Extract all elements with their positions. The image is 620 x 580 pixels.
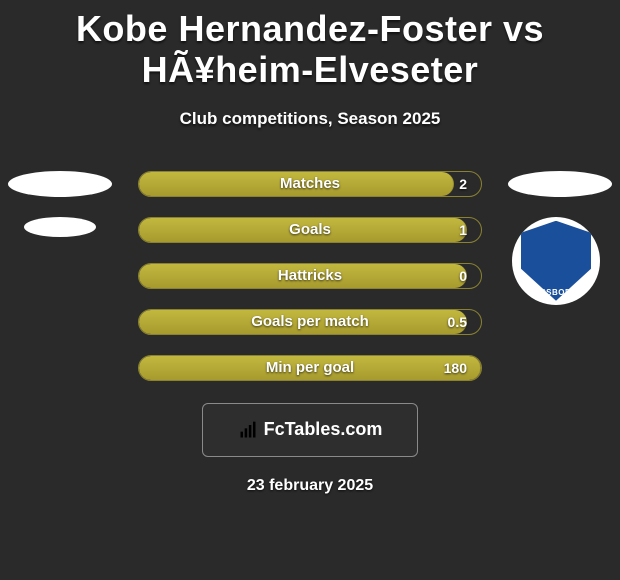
stat-label: Hattricks: [139, 264, 481, 288]
stat-row-goals: Goals 1: [138, 217, 482, 243]
stats-area: RPSBORG Matches 2 Goals 1 Hattricks 0 Go…: [0, 161, 620, 391]
stats-bars: Matches 2 Goals 1 Hattricks 0 Goals per …: [138, 171, 482, 401]
stat-value: 180: [444, 356, 467, 380]
brand-box[interactable]: FcTables.com: [202, 403, 418, 457]
date-text: 23 february 2025: [0, 477, 620, 495]
page-title: Kobe Hernandez-Foster vs HÃ¥heim-Elveset…: [0, 0, 620, 91]
player-right-ellipse: [508, 171, 612, 197]
bar-chart-icon: [238, 420, 258, 440]
player-left-ellipse-1: [8, 171, 112, 197]
club-right-logo: RPSBORG: [512, 217, 600, 305]
stat-value: 0: [459, 264, 467, 288]
brand-text: FcTables.com: [264, 419, 383, 440]
stat-row-hattricks: Hattricks 0: [138, 263, 482, 289]
player-left-ellipse-2: [24, 217, 96, 237]
stat-label: Goals per match: [139, 310, 481, 334]
stat-label: Goals: [139, 218, 481, 242]
stat-row-min-per-goal: Min per goal 180: [138, 355, 482, 381]
club-right-name: RPSBORG: [521, 288, 591, 297]
stat-row-goals-per-match: Goals per match 0.5: [138, 309, 482, 335]
stat-label: Matches: [139, 172, 481, 196]
stat-row-matches: Matches 2: [138, 171, 482, 197]
stat-label: Min per goal: [139, 356, 481, 380]
club-shield-icon: RPSBORG: [521, 221, 591, 301]
stat-value: 2: [459, 172, 467, 196]
stat-value: 1: [459, 218, 467, 242]
stat-value: 0.5: [448, 310, 467, 334]
subtitle: Club competitions, Season 2025: [0, 109, 620, 129]
